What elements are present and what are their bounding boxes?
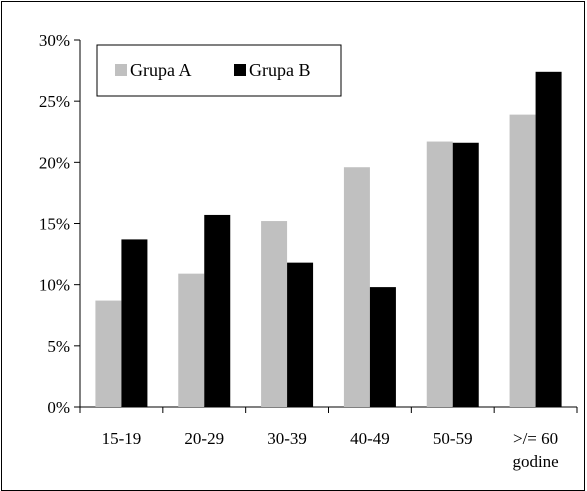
bar-grupa-b <box>204 214 231 407</box>
y-tick-label: 10% <box>39 276 70 295</box>
bar-grupa-a <box>509 114 536 407</box>
bar-grupa-b <box>452 142 479 407</box>
x-tick-label: 40-49 <box>350 429 390 448</box>
y-tick-label: 5% <box>47 337 70 356</box>
x-tick-label: godine <box>512 452 558 471</box>
x-tick-label: 15-19 <box>102 429 142 448</box>
bar-chart: 0% 5% 10% 15% 20% 25% 30% 15-19 20-29 30-39 40-49… <box>39 31 578 471</box>
y-tick-label: 0% <box>47 398 70 417</box>
legend-swatch-grupa-b <box>234 64 246 76</box>
legend-label-grupa-b: Grupa B <box>249 60 311 80</box>
x-axis-ticks: 15-19 20-29 30-39 40-49 50-59 >/= 60 godine <box>79 407 578 471</box>
bar-grupa-b <box>369 287 396 407</box>
y-tick-label: 30% <box>39 31 70 50</box>
legend-box <box>96 44 342 97</box>
bar-grupa-b <box>121 239 148 407</box>
chart-legend: Grupa A Grupa B <box>96 44 342 97</box>
x-tick-label: 20-29 <box>184 429 224 448</box>
y-tick-label: 20% <box>39 153 70 172</box>
legend-swatch-grupa-a <box>115 64 127 76</box>
bar-grupa-a <box>426 141 453 407</box>
y-axis-ticks: 0% 5% 10% 15% 20% 25% 30% <box>39 31 80 417</box>
x-tick-label: >/= 60 <box>513 429 558 448</box>
bar-grupa-a <box>343 167 370 407</box>
y-tick-label: 15% <box>39 215 70 234</box>
bar-grupa-a <box>95 300 122 407</box>
bar-grupa-a <box>261 221 288 407</box>
bar-grupa-b <box>535 71 562 407</box>
x-tick-label: 30-39 <box>267 429 307 448</box>
legend-label-grupa-a: Grupa A <box>130 60 192 80</box>
x-tick-label: 50-59 <box>433 429 473 448</box>
chart-bars <box>95 71 562 407</box>
bar-grupa-a <box>178 273 205 407</box>
bar-grupa-b <box>287 262 314 407</box>
y-tick-label: 25% <box>39 92 70 111</box>
